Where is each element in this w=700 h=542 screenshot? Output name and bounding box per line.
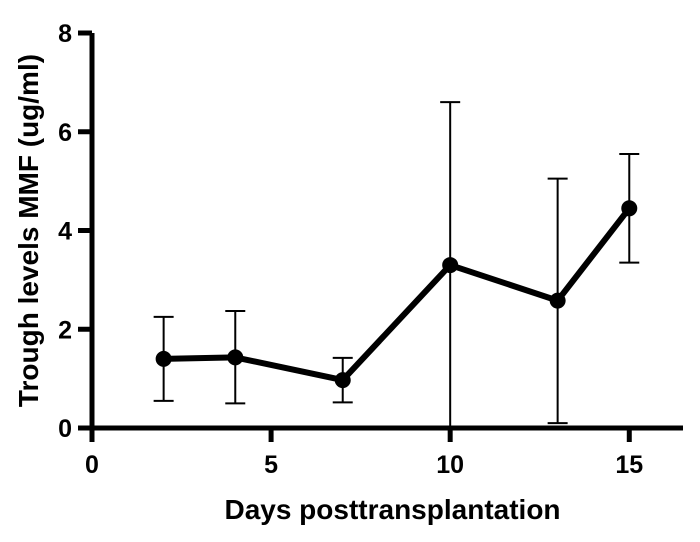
y-tick-label: 6: [58, 119, 72, 147]
x-axis-title: Days posttransplantation: [224, 494, 560, 525]
data-points: [155, 200, 638, 389]
y-ticks: 0 2 4 6 8: [58, 20, 92, 443]
error-bars: [153, 101, 640, 429]
y-tick-label: 2: [58, 316, 72, 344]
x-tick-label: 5: [264, 451, 278, 479]
data-point: [549, 292, 566, 309]
x-ticks: 0 5 10 15: [85, 428, 643, 479]
y-tick-label: 0: [58, 415, 72, 443]
x-tick-label: 15: [615, 451, 643, 479]
y-tick-label: 8: [58, 20, 72, 48]
series-line: [160, 205, 633, 384]
data-point: [621, 200, 638, 217]
x-tick-label: 0: [85, 451, 99, 479]
data-point: [227, 349, 244, 366]
y-axis-title: Trough levels MMF (ug/ml): [13, 54, 44, 407]
x-tick-label: 10: [436, 451, 464, 479]
data-point: [155, 350, 172, 367]
data-point: [442, 257, 459, 274]
data-point: [334, 372, 351, 389]
y-tick-label: 4: [58, 218, 72, 246]
